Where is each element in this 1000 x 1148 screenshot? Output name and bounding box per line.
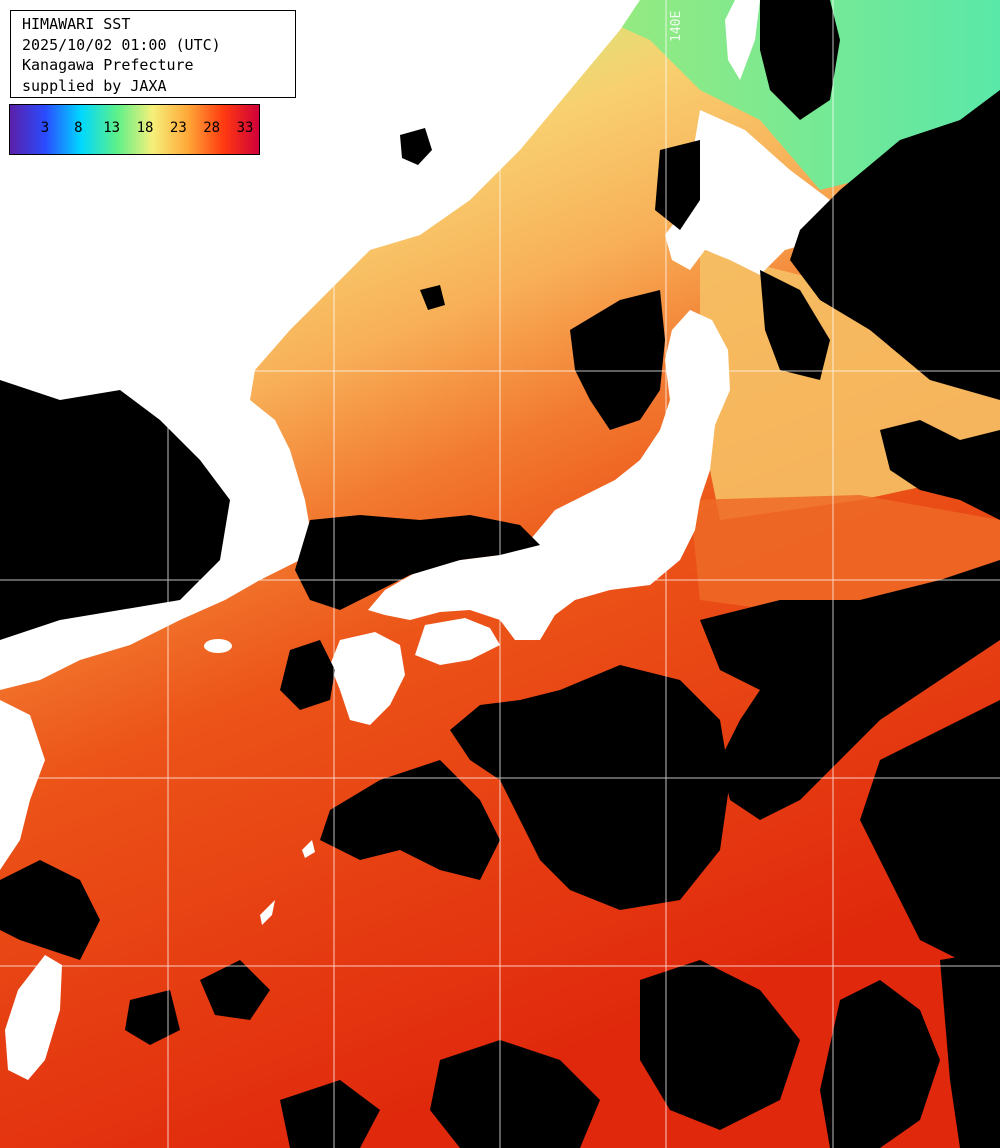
cloud-south-3 <box>430 1040 600 1148</box>
cloud-east-china-sea <box>280 640 335 710</box>
cloud-central-pacific <box>450 665 730 910</box>
cloud-small-1 <box>400 128 432 165</box>
color-legend: 3 8 13 18 23 28 33 <box>9 104 260 155</box>
cloud-far-east <box>860 700 1000 960</box>
legend-tick-13: 13 <box>103 120 121 136</box>
legend-tick-3: 3 <box>40 120 50 136</box>
cloud-east-1 <box>880 420 1000 520</box>
legend-tick-28: 28 <box>203 120 221 136</box>
lat-label-30n: 30N <box>14 760 38 775</box>
cloud-hokkaido-east <box>760 270 830 380</box>
map-region: Kanagawa Prefecture <box>22 56 194 74</box>
cloud-south-1 <box>640 960 800 1130</box>
cloud-continent-west <box>0 380 230 640</box>
info-box: HIMAWARI SST 2025/10/02 01:00 (UTC) Kana… <box>10 10 296 98</box>
land-okinawa <box>260 900 275 925</box>
cloud-small-3 <box>200 960 270 1020</box>
cloud-band-east <box>700 560 1000 820</box>
map-datetime: 2025/10/02 01:00 (UTC) <box>22 35 221 54</box>
land-sakhalin <box>725 0 760 80</box>
lon-label-140e: 140E <box>669 10 684 42</box>
legend-tick-23: 23 <box>169 120 187 136</box>
land-china-south <box>0 700 45 870</box>
cloud-small-5 <box>125 990 180 1045</box>
cloud-japan-sea <box>570 290 665 430</box>
cloud-south-4 <box>940 950 1000 1148</box>
cloud-sea-okhotsk <box>760 0 840 120</box>
map-title: HIMAWARI SST <box>22 15 131 33</box>
legend-tick-8: 8 <box>74 120 83 136</box>
land-taiwan <box>5 955 62 1080</box>
cloud-northeast <box>790 90 1000 400</box>
land-honshu <box>368 310 730 640</box>
lat-label-40n: 40N <box>14 353 38 368</box>
land-kyushu <box>330 632 405 725</box>
land-shikoku <box>415 618 500 665</box>
cloud-small-4 <box>280 1080 380 1148</box>
land-amami <box>302 840 315 858</box>
legend-tick-33: 33 <box>236 120 254 136</box>
cloud-southwest <box>0 860 100 960</box>
cloud-south-2 <box>820 980 940 1148</box>
cloud-band-mid <box>320 760 500 880</box>
cloud-korea-south <box>295 515 540 610</box>
land-jeju <box>204 639 232 653</box>
cloud-small-2 <box>420 285 445 310</box>
legend-ticks: 3 8 13 18 23 28 33 <box>10 105 259 154</box>
map-credit: supplied by JAXA <box>22 76 167 95</box>
legend-tick-18: 18 <box>136 120 154 136</box>
